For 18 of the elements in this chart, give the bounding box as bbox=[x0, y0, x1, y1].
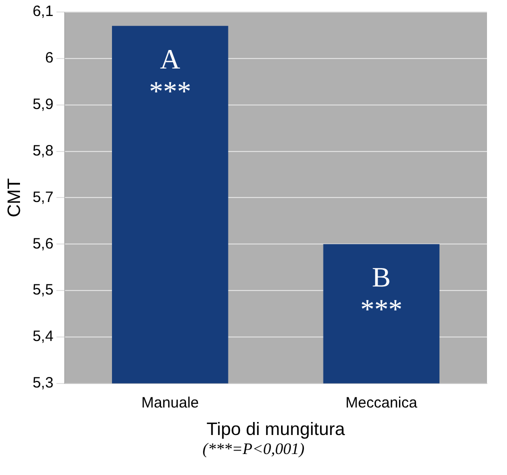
x-axis-title: Tipo di mungitura bbox=[206, 419, 346, 440]
annotation: *** bbox=[149, 76, 192, 108]
y-tick-label: 6 bbox=[45, 50, 54, 67]
annotation: A bbox=[160, 44, 181, 76]
y-tick-label: 5,3 bbox=[32, 374, 54, 392]
x-tick-label: Manuale bbox=[141, 394, 199, 412]
annotation: *** bbox=[360, 294, 402, 326]
y-axis-title: CMT bbox=[4, 178, 24, 218]
y-tick-label: 5,7 bbox=[32, 188, 54, 206]
y-tick-label: 5,8 bbox=[32, 142, 54, 160]
y-tick-label: 5,4 bbox=[32, 328, 54, 346]
y-tick-label: 6,1 bbox=[32, 3, 54, 20]
x-tick-label: Meccanica bbox=[346, 394, 418, 412]
text: (***=P<0,001) bbox=[201, 441, 306, 459]
y-tick-label: 5,5 bbox=[32, 282, 54, 299]
annotation: B bbox=[372, 262, 391, 294]
y-tick-label: 5,9 bbox=[32, 96, 54, 113]
y-tick-label: 5,6 bbox=[32, 235, 54, 252]
